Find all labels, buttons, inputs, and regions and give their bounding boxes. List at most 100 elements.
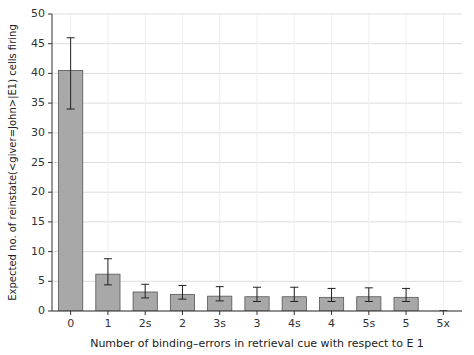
y-tick bbox=[48, 162, 52, 163]
x-grid-line bbox=[294, 14, 295, 311]
error-bar-cap bbox=[328, 288, 336, 289]
error-bar-cap bbox=[141, 297, 149, 298]
error-bar bbox=[253, 287, 261, 301]
y-tick bbox=[48, 251, 52, 252]
error-bar-stem bbox=[406, 288, 407, 301]
error-bar bbox=[141, 284, 149, 298]
x-grid-line bbox=[257, 14, 258, 311]
y-tick bbox=[48, 103, 52, 104]
y-axis-label: Expected no. of reinstate(<giver=John>|E… bbox=[7, 24, 19, 300]
error-bar-stem bbox=[368, 288, 369, 302]
error-bar-cap bbox=[216, 300, 224, 301]
error-bar-cap bbox=[104, 258, 112, 259]
x-grid-line bbox=[368, 14, 369, 311]
x-tick bbox=[368, 311, 369, 315]
error-bar-cap bbox=[141, 284, 149, 285]
y-tick-label: 35 bbox=[31, 96, 45, 109]
x-grid-line bbox=[145, 14, 146, 311]
y-tick-label: 45 bbox=[31, 37, 45, 50]
chart: 0 5 10 15 20 25 30 35 40 45 50 0 1 2s 2 3s 3 4s 4 5s 5 5x Numb… bbox=[0, 0, 474, 355]
x-tick bbox=[145, 311, 146, 315]
y-tick bbox=[48, 132, 52, 133]
x-tick bbox=[182, 311, 183, 315]
error-bar bbox=[365, 288, 373, 302]
x-tick bbox=[70, 311, 71, 315]
error-bar-cap bbox=[402, 288, 410, 289]
x-grid-line bbox=[219, 14, 220, 311]
x-grid-line bbox=[182, 14, 183, 311]
x-tick bbox=[443, 311, 444, 315]
error-bar-cap bbox=[290, 287, 298, 288]
y-tick-label: 5 bbox=[38, 274, 45, 287]
error-bar bbox=[178, 285, 186, 299]
y-tick-label: 20 bbox=[31, 185, 45, 198]
x-tick bbox=[331, 311, 332, 315]
error-bar bbox=[402, 288, 410, 301]
error-bar-stem bbox=[294, 287, 295, 301]
error-bar bbox=[67, 38, 75, 109]
y-tick bbox=[48, 192, 52, 193]
y-tick bbox=[48, 281, 52, 282]
x-tick bbox=[107, 311, 108, 315]
y-tick-label: 50 bbox=[31, 7, 45, 20]
error-bar-cap bbox=[178, 299, 186, 300]
error-bar-cap bbox=[216, 286, 224, 287]
error-bar-cap bbox=[104, 284, 112, 285]
error-bar-stem bbox=[182, 285, 183, 299]
y-tick bbox=[48, 73, 52, 74]
y-tick bbox=[48, 14, 52, 15]
grid bbox=[52, 14, 462, 311]
error-bar bbox=[104, 259, 112, 285]
y-tick-label: 40 bbox=[31, 66, 45, 79]
x-grid-line bbox=[443, 14, 444, 311]
x-tick bbox=[406, 311, 407, 315]
axes: 0 5 10 15 20 25 30 35 40 45 50 0 1 2s 2 3s 3 4s 4 5s 5 5x bbox=[31, 7, 462, 330]
x-tick-label: 5 bbox=[403, 317, 410, 330]
y-tick bbox=[48, 43, 52, 44]
error-bar-stem bbox=[257, 287, 258, 301]
y-tick-label: 25 bbox=[31, 156, 45, 169]
error-bar-cap bbox=[67, 109, 75, 110]
error-bar-stem bbox=[70, 38, 71, 109]
error-bar-cap bbox=[402, 301, 410, 302]
x-grid-line bbox=[331, 14, 332, 311]
x-tick-label: 2s bbox=[139, 317, 152, 330]
error-bar bbox=[290, 287, 298, 301]
y-tick-label: 0 bbox=[38, 304, 45, 317]
error-bar-cap bbox=[253, 287, 261, 288]
y-tick-label: 15 bbox=[31, 215, 45, 228]
error-bar-stem bbox=[331, 288, 332, 301]
y-tick-label: 10 bbox=[31, 245, 45, 258]
x-tick-label: 2 bbox=[179, 317, 186, 330]
x-tick-label: 5s bbox=[362, 317, 375, 330]
error-bar-cap bbox=[365, 287, 373, 288]
x-tick-label: 5x bbox=[437, 317, 451, 330]
x-tick-label: 4 bbox=[328, 317, 335, 330]
error-bar-cap bbox=[67, 37, 75, 38]
x-axis-label: Number of binding–errors in retrieval cu… bbox=[90, 337, 424, 350]
x-tick-label: 3 bbox=[254, 317, 261, 330]
error-bar-stem bbox=[107, 259, 108, 285]
error-bar-cap bbox=[290, 301, 298, 302]
x-grid-line bbox=[107, 14, 108, 311]
x-grid-line bbox=[406, 14, 407, 311]
error-bar bbox=[216, 287, 224, 301]
error-bar-cap bbox=[365, 301, 373, 302]
error-bar-cap bbox=[328, 301, 336, 302]
x-tick-label: 1 bbox=[104, 317, 111, 330]
error-bar-stem bbox=[145, 284, 146, 298]
error-bar-stem bbox=[219, 287, 220, 301]
y-tick bbox=[48, 221, 52, 222]
x-tick bbox=[257, 311, 258, 315]
plot-area bbox=[59, 38, 448, 311]
error-bar bbox=[328, 288, 336, 301]
x-tick-label: 3s bbox=[213, 317, 226, 330]
x-tick-label: 4s bbox=[288, 317, 301, 330]
error-bar-cap bbox=[253, 301, 261, 302]
x-tick bbox=[294, 311, 295, 315]
error-bar-cap bbox=[178, 285, 186, 286]
y-tick bbox=[48, 311, 52, 312]
x-tick bbox=[219, 311, 220, 315]
y-tick-label: 30 bbox=[31, 126, 45, 139]
x-tick-label: 0 bbox=[67, 317, 74, 330]
